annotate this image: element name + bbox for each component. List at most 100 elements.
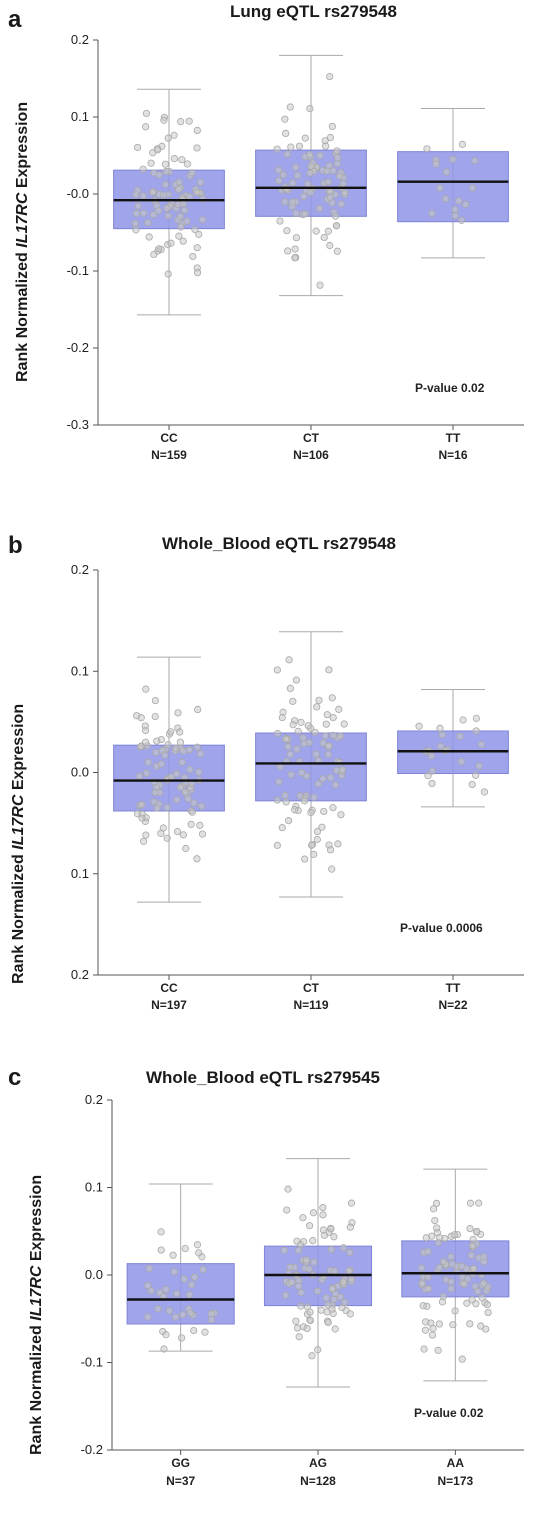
data-point	[167, 728, 175, 736]
panel-letter: a	[8, 6, 22, 33]
data-point	[150, 169, 158, 177]
data-point	[273, 666, 281, 674]
data-point	[190, 799, 198, 807]
data-point	[292, 163, 300, 171]
data-point	[307, 188, 315, 197]
data-point	[329, 731, 337, 739]
data-point	[302, 772, 311, 780]
data-point	[196, 821, 204, 829]
x-category-label: AA	[447, 1456, 465, 1470]
data-point	[287, 771, 295, 779]
data-point	[328, 865, 336, 873]
data-point	[333, 159, 341, 168]
data-point	[468, 780, 476, 789]
data-point	[324, 750, 332, 759]
data-point	[457, 757, 465, 766]
data-point	[274, 729, 282, 738]
data-point	[282, 798, 290, 806]
data-point	[335, 705, 343, 713]
data-point	[289, 697, 297, 705]
data-point	[432, 1199, 441, 1208]
data-point	[329, 714, 337, 722]
data-point	[437, 742, 445, 750]
data-point	[299, 1214, 307, 1222]
data-point	[163, 803, 171, 811]
data-point	[442, 195, 450, 203]
data-point	[163, 834, 171, 842]
data-point	[469, 1235, 477, 1244]
data-point	[429, 1324, 437, 1333]
data-point	[157, 1246, 165, 1254]
x-category-label: TT	[446, 981, 461, 995]
data-point	[132, 209, 141, 218]
data-point	[181, 206, 189, 214]
data-point	[339, 1278, 348, 1286]
data-point	[153, 737, 161, 745]
data-point	[293, 1324, 302, 1332]
data-point	[182, 844, 190, 853]
data-point	[463, 1299, 471, 1307]
data-point	[300, 192, 308, 201]
data-point	[176, 738, 185, 746]
data-point	[276, 217, 284, 225]
data-point	[322, 1294, 330, 1302]
data-point	[282, 129, 290, 137]
box-plot-c: 0.2 0.1 0.0 -0.1 -0.2 GG N=37 AG N=128 AA N=173 P-v…	[81, 1092, 524, 1488]
data-point	[451, 205, 459, 214]
data-point	[283, 1206, 291, 1214]
data-point	[301, 210, 309, 218]
data-point	[305, 1265, 313, 1273]
data-point	[186, 765, 194, 774]
data-point	[307, 808, 315, 817]
data-point	[170, 155, 179, 163]
data-point	[346, 1248, 354, 1257]
data-point	[323, 711, 331, 719]
data-point	[151, 696, 160, 705]
data-point	[142, 831, 150, 839]
data-point	[462, 200, 470, 209]
y-tick-label: -0.2	[81, 1442, 103, 1457]
data-point	[293, 171, 302, 180]
panel-a: a Lung eQTL rs279548 Rank Normalized IL1…	[0, 0, 551, 500]
data-point	[183, 160, 191, 168]
data-point	[424, 1247, 432, 1256]
data-point	[157, 760, 165, 768]
data-point	[178, 1334, 186, 1342]
data-point	[472, 714, 480, 722]
data-point	[299, 734, 307, 742]
data-point	[132, 226, 140, 234]
data-point	[313, 703, 321, 711]
data-point	[162, 1285, 170, 1294]
data-point	[306, 1222, 314, 1230]
data-point	[160, 116, 168, 124]
data-point	[132, 191, 140, 199]
data-point	[316, 151, 324, 160]
data-point	[152, 748, 160, 757]
data-point	[346, 1223, 354, 1231]
data-point	[306, 169, 314, 177]
data-point	[187, 1309, 195, 1317]
data-point	[286, 684, 294, 693]
data-point	[450, 1231, 458, 1239]
data-point	[283, 227, 291, 235]
data-point	[187, 1281, 196, 1289]
data-point	[297, 1288, 305, 1297]
y-tick-label: -0.1	[81, 1355, 103, 1370]
data-point	[201, 1328, 209, 1336]
data-point	[478, 1294, 486, 1302]
data-point	[142, 109, 151, 118]
data-point	[336, 1293, 345, 1301]
data-point	[199, 1265, 207, 1274]
data-point	[460, 1280, 469, 1288]
data-point	[193, 144, 201, 152]
data-point	[172, 744, 180, 752]
data-point	[288, 1278, 296, 1286]
data-point	[480, 1279, 488, 1287]
data-point	[325, 666, 333, 674]
y-tick-label: 0.1	[71, 109, 89, 124]
data-point	[139, 209, 148, 217]
data-point	[159, 191, 168, 199]
data-point	[439, 1258, 448, 1266]
y-tick-label: 0.2	[71, 32, 89, 47]
data-point	[458, 1355, 466, 1363]
